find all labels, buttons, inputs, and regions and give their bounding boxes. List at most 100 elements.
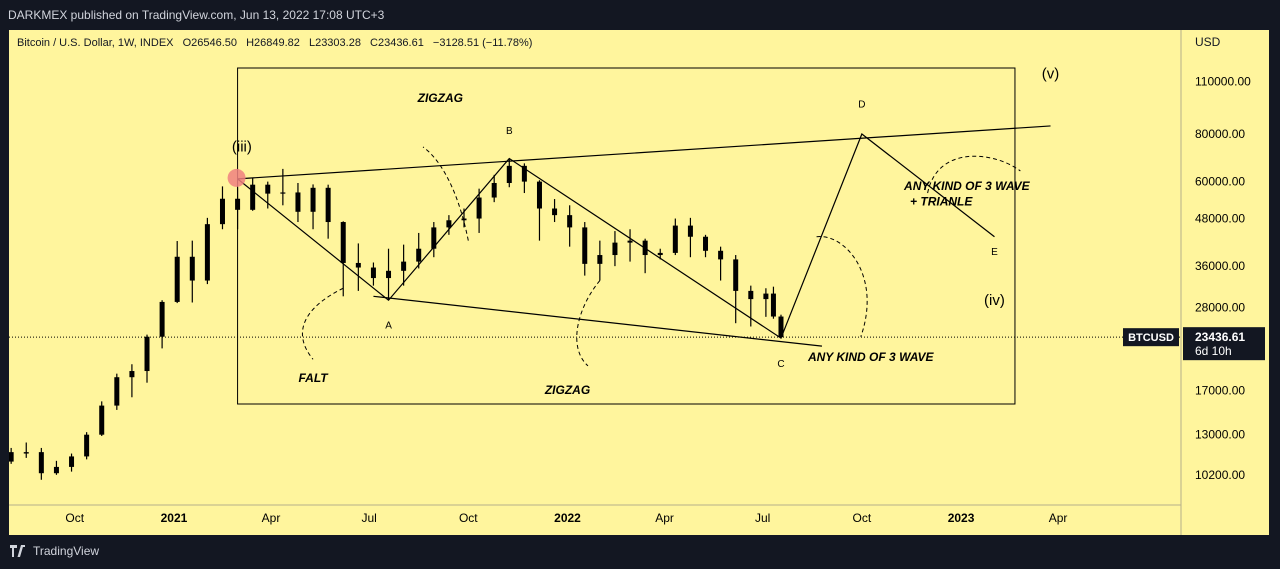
candle-48[interactable]: [733, 255, 739, 324]
candle-0[interactable]: [8, 447, 14, 464]
candle-body: [672, 225, 678, 253]
last-price-box: [1183, 327, 1265, 361]
last-price-label: 23436.61: [1195, 330, 1245, 344]
annotation-0: (iii): [232, 138, 252, 155]
candle-body: [597, 255, 603, 264]
tradingview-logo-icon: [10, 545, 25, 557]
ohlc-close: C23436.61: [370, 37, 424, 49]
candle-1[interactable]: [23, 442, 29, 458]
candle-body: [144, 336, 150, 372]
candle-10[interactable]: [159, 300, 165, 349]
wave-path: [237, 133, 995, 340]
candle-body: [687, 225, 693, 237]
candle-body: [536, 181, 542, 209]
candle-12[interactable]: [189, 240, 195, 303]
countdown-label: 6d 10h: [1195, 344, 1232, 358]
candle-body: [763, 293, 769, 300]
x-tick-label-10: Apr: [1049, 511, 1068, 525]
y-tick-label-8: 10200.00: [1195, 468, 1245, 482]
y-tick-label-0: 110000.00: [1195, 74, 1251, 88]
falt-arrow: [302, 287, 344, 360]
candle-body: [235, 198, 241, 210]
annotation-9: A: [385, 320, 392, 331]
candle-35[interactable]: [536, 180, 542, 241]
candle-body: [310, 187, 316, 212]
candle-20[interactable]: [310, 184, 316, 230]
annotation-11: ZIGZAG: [544, 383, 590, 397]
candle-body: [506, 165, 512, 184]
candle-15[interactable]: [235, 187, 241, 230]
candle-32[interactable]: [491, 174, 497, 203]
candle-19[interactable]: [295, 183, 301, 223]
candle-23[interactable]: [355, 243, 361, 291]
candle-39[interactable]: [597, 240, 603, 281]
candle-body: [476, 197, 482, 219]
candle-49[interactable]: [748, 285, 754, 327]
candle-11[interactable]: [174, 241, 180, 304]
ohlc-low: L23303.28: [309, 37, 361, 49]
x-tick-label-9: 2023: [948, 511, 975, 525]
candle-44[interactable]: [672, 218, 678, 256]
chart-background: [9, 30, 1269, 535]
candle-3[interactable]: [53, 460, 59, 475]
zigzag-bottom-arrow: [576, 280, 601, 367]
candle-31[interactable]: [476, 188, 482, 233]
annotation-12: C: [777, 359, 784, 370]
candle-22[interactable]: [340, 221, 346, 297]
chart-area[interactable]: (iii) ZIGZAG B D (v) ANY KIND OF 3 WAVE + TRIA…: [8, 30, 1269, 535]
candle-52[interactable]: [778, 314, 784, 339]
candle-17[interactable]: [265, 181, 271, 209]
candle-2[interactable]: [38, 447, 44, 480]
candle-46[interactable]: [703, 234, 709, 258]
candle-body: [748, 290, 754, 300]
candle-13[interactable]: [204, 217, 210, 285]
candle-33[interactable]: [506, 158, 512, 188]
candle-16[interactable]: [250, 177, 256, 211]
candle-body: [99, 405, 105, 435]
candle-7[interactable]: [114, 373, 120, 410]
candle-38[interactable]: [582, 222, 588, 276]
symbol-tag: BTCUSD: [1128, 332, 1174, 344]
candle-18[interactable]: [280, 168, 286, 206]
candle-5[interactable]: [84, 432, 90, 460]
candle-9[interactable]: [144, 334, 150, 383]
candle-41[interactable]: [627, 229, 633, 262]
candle-27[interactable]: [416, 232, 422, 269]
candle-47[interactable]: [718, 246, 724, 281]
any-kind-arrow: [816, 236, 868, 337]
candle-8[interactable]: [129, 364, 135, 398]
symbol-tag-box: [1123, 328, 1179, 347]
annotation-13: ANY KIND OF 3 WAVE: [807, 350, 935, 364]
y-tick-label-4: 36000.00: [1195, 259, 1245, 273]
y-tick-label-7: 13000.00: [1195, 428, 1245, 442]
candle-51[interactable]: [770, 286, 776, 319]
candle-body: [446, 220, 452, 228]
candle-29[interactable]: [446, 215, 452, 235]
candle-37[interactable]: [567, 205, 573, 247]
candle-body: [461, 218, 467, 221]
candle-body: [778, 316, 784, 338]
candle-14[interactable]: [219, 186, 225, 230]
tradingview-footer[interactable]: TradingView: [10, 540, 99, 562]
candle-28[interactable]: [431, 222, 437, 258]
candle-36[interactable]: [552, 199, 558, 223]
candle-4[interactable]: [69, 453, 75, 472]
candle-45[interactable]: [687, 217, 693, 258]
candle-25[interactable]: [386, 248, 392, 301]
symbol-legend: Bitcoin / U.S. Dollar, 1W, INDEX O26546.…: [17, 37, 532, 49]
candle-26[interactable]: [401, 244, 407, 286]
triangle-arrow: [927, 155, 1021, 194]
time-axis[interactable]: Oct 2021 Apr Jul Oct 2022 Apr Jul Oct 2023 Apr: [65, 511, 1067, 525]
scenario-frame: [237, 67, 1016, 405]
price-axis[interactable]: 110000.00 80000.00 60000.00 48000.00 36000.0…: [1195, 74, 1251, 482]
candle-40[interactable]: [612, 231, 618, 267]
candle-21[interactable]: [325, 184, 331, 239]
y-tick-label-3: 48000.00: [1195, 212, 1245, 226]
x-tick-label-2: Apr: [262, 511, 281, 525]
candle-50[interactable]: [763, 288, 769, 317]
candle-6[interactable]: [99, 401, 105, 436]
candle-24[interactable]: [370, 262, 376, 286]
annotation-6: + TRIANLE: [910, 194, 973, 208]
candle-body: [23, 452, 29, 454]
